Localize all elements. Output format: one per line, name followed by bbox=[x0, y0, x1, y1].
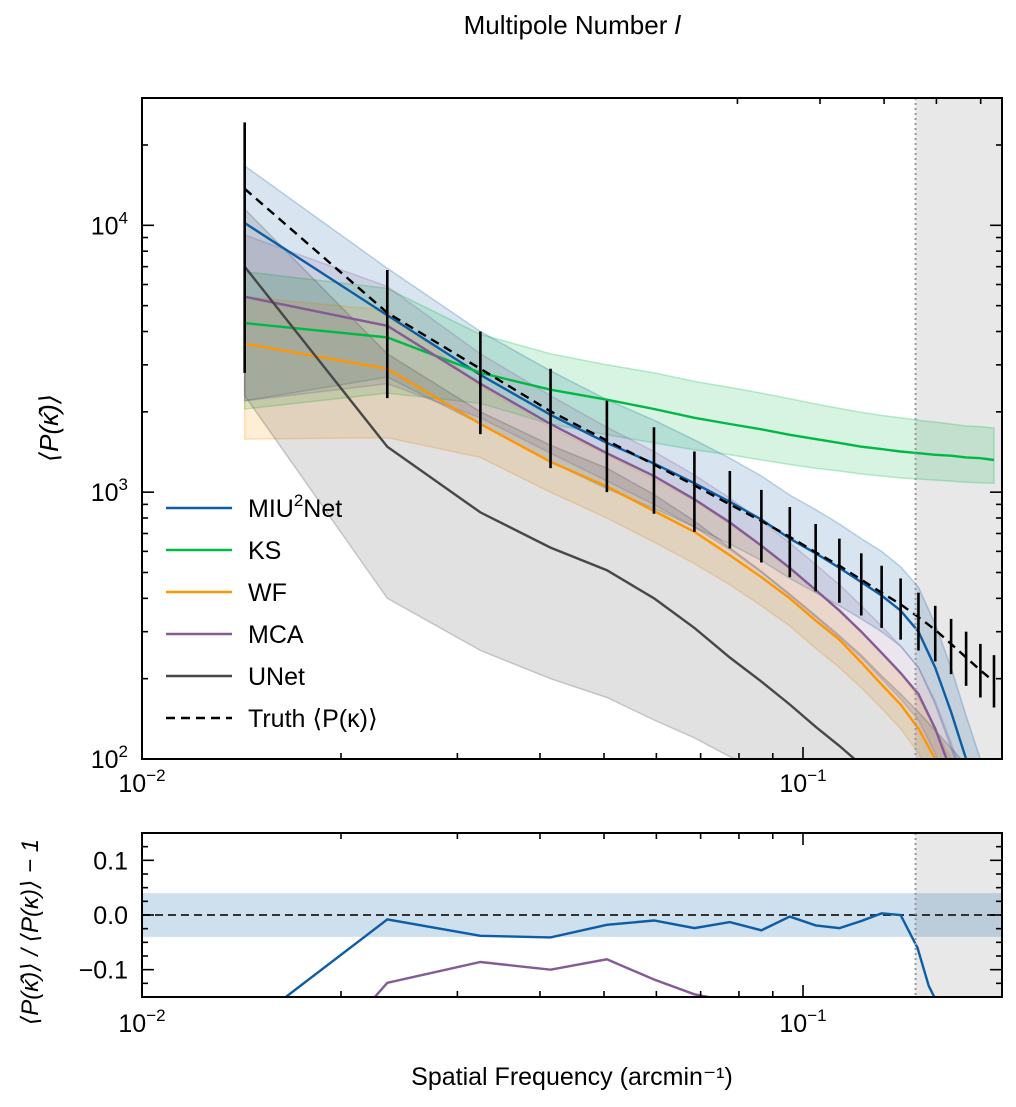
top-axis: Multipole Number l 1 × 1022 × 1025 × 102 bbox=[464, 10, 682, 40]
ratio-x-tick-label: 10−1 bbox=[779, 1006, 826, 1038]
miu-net-ratio-line bbox=[285, 912, 936, 997]
ratio-y-tick-label: 0.1 bbox=[93, 847, 128, 875]
unet-line bbox=[243, 265, 857, 759]
y-tick-label: 104 bbox=[91, 208, 128, 240]
legend-label: UNet bbox=[248, 663, 305, 691]
legend-label: WF bbox=[248, 579, 287, 607]
ratio-y-axis-label: ⟨P(κ̂)⟩ / ⟨P(κ)⟩ − 1 bbox=[17, 839, 44, 1025]
top-axis-title: Multipole Number l bbox=[464, 10, 682, 40]
mca-ratio-line bbox=[373, 958, 709, 997]
x-axis-label: Spatial Frequency (arcmin⁻¹) bbox=[411, 1063, 733, 1091]
ratio-x-tick-label: 10−2 bbox=[118, 1006, 165, 1038]
legend-label: Truth ⟨P(κ)⟩ bbox=[248, 705, 378, 733]
legend-label: MIU2Net bbox=[248, 491, 342, 523]
ks-band bbox=[243, 270, 995, 484]
x-tick-label: 10−2 bbox=[118, 766, 165, 798]
ratio-y-tick-label: 0.0 bbox=[93, 902, 128, 930]
ratio-axis-ticks: 0.1 0.0 −0.1 10−2 10−1 bbox=[79, 832, 1003, 1038]
ks-line bbox=[244, 321, 995, 462]
legend: MIU2Net KS WF MCA UNet Truth ⟨P(κ)⟩ bbox=[166, 491, 378, 733]
main-frame bbox=[141, 97, 1003, 760]
ratio-series-lines bbox=[285, 912, 936, 997]
truth-error-bars bbox=[243, 122, 996, 708]
main-shaded-region bbox=[915, 98, 1002, 759]
main-y-axis-label: ⟨P(κ̂)⟩ bbox=[34, 394, 64, 462]
wf-line bbox=[244, 342, 937, 759]
x-tick-label: 10−1 bbox=[779, 766, 826, 798]
legend-label: KS bbox=[248, 537, 281, 565]
main-uncertainty-bands bbox=[243, 164, 995, 759]
ratio-panel: 0.1 0.0 −0.1 10−2 10−1 bbox=[79, 832, 1003, 1038]
y-tick-label: 103 bbox=[91, 475, 128, 507]
legend-label: MCA bbox=[248, 621, 304, 649]
ratio-y-tick-label: −0.1 bbox=[79, 957, 128, 985]
